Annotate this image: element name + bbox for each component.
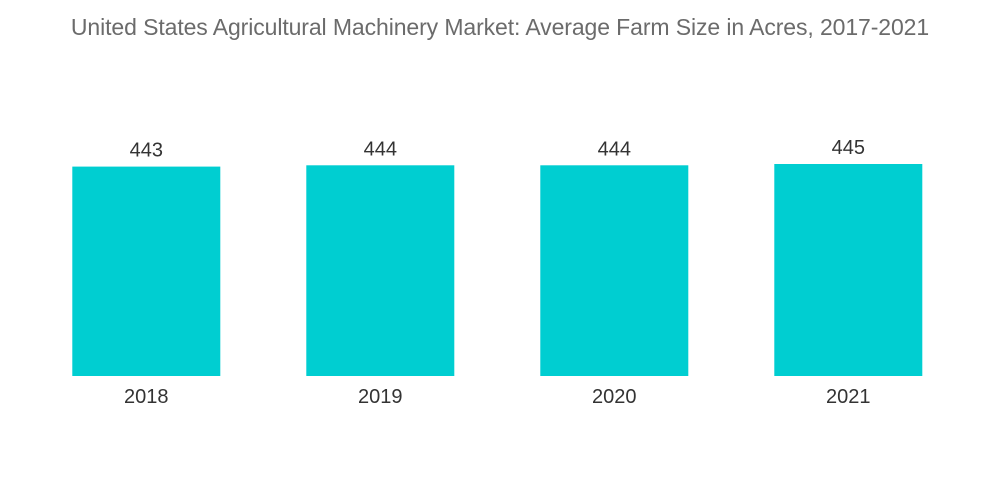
bar-2018 <box>72 166 221 376</box>
x-tick-label-2019: 2019 <box>358 386 403 408</box>
bar-2021 <box>774 164 923 376</box>
data-label-2018: 443 <box>130 140 163 162</box>
x-tick-label-2020: 2020 <box>592 386 637 408</box>
data-label-2019: 444 <box>364 138 397 160</box>
bar-2019 <box>306 165 455 376</box>
x-tick-label-2021: 2021 <box>826 386 871 408</box>
data-label-2020: 444 <box>598 138 631 160</box>
bar-2020 <box>540 165 689 376</box>
x-tick-label-2018: 2018 <box>124 386 169 408</box>
data-label-2021: 445 <box>832 137 865 159</box>
chart-title: United States Agricultural Machinery Mar… <box>70 14 930 40</box>
